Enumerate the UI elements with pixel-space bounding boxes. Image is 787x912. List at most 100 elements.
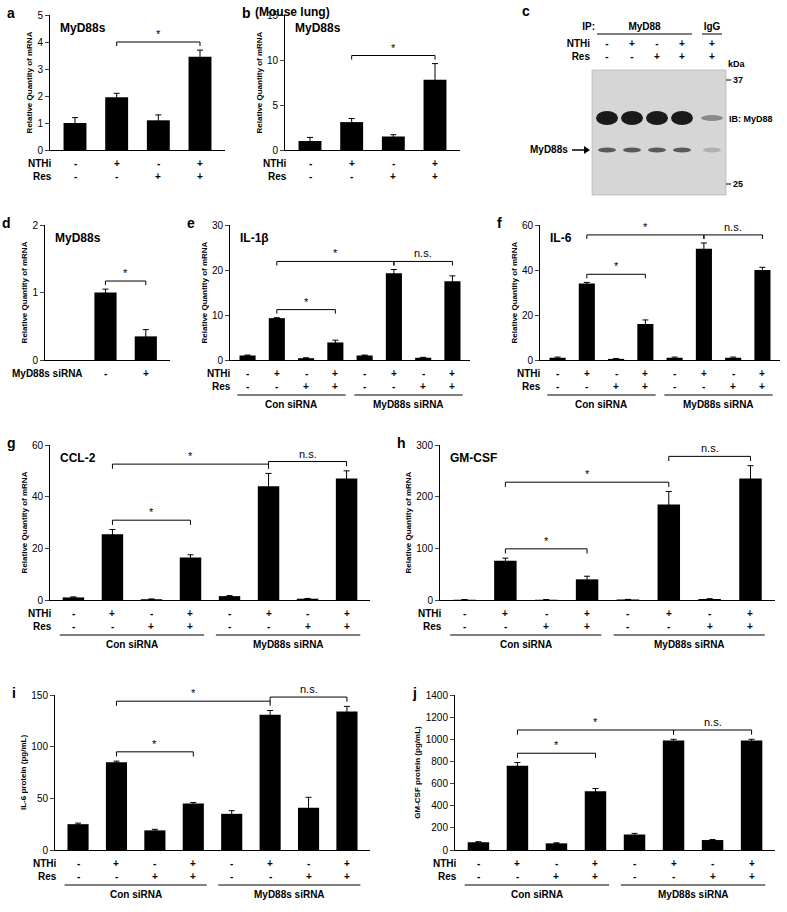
svg-text:+: + (613, 381, 619, 392)
svg-text:Res: Res (212, 381, 231, 392)
svg-text:-: - (246, 381, 249, 392)
svg-text:-: - (246, 368, 249, 379)
svg-text:*: * (554, 739, 559, 751)
svg-text:+: + (629, 38, 635, 49)
svg-text:-: - (673, 381, 676, 392)
svg-text:n.s.: n.s. (299, 448, 317, 460)
svg-text:Res: Res (423, 621, 442, 632)
svg-text:-: - (363, 381, 366, 392)
svg-text:0: 0 (42, 845, 48, 856)
svg-text:NTHi: NTHi (263, 158, 287, 169)
svg-text:MyD88s siRNA: MyD88s siRNA (12, 368, 83, 379)
svg-text:50: 50 (37, 793, 49, 804)
svg-text:-: - (72, 621, 75, 632)
svg-text:2: 2 (37, 91, 43, 102)
svg-text:+: + (584, 621, 590, 632)
svg-text:NTHi: NTHi (28, 158, 52, 169)
svg-text:-: - (115, 871, 118, 882)
svg-text:150: 150 (31, 690, 48, 701)
svg-text:-: - (150, 608, 153, 619)
svg-text:+: + (148, 621, 154, 632)
svg-text:-: - (77, 858, 80, 869)
svg-text:*: * (544, 535, 549, 547)
svg-text:-: - (605, 38, 608, 49)
svg-text:+: + (305, 621, 311, 632)
svg-text:MyD88s siRNA: MyD88s siRNA (683, 399, 754, 410)
svg-text:+: + (592, 858, 598, 869)
svg-text:GM-CSF: GM-CSF (450, 451, 497, 465)
svg-text:b: b (242, 5, 251, 21)
svg-text:+: + (642, 368, 648, 379)
svg-text:IgG: IgG (704, 21, 721, 32)
svg-text:Con siRNA: Con siRNA (106, 639, 158, 650)
svg-text:5: 5 (37, 10, 43, 21)
svg-text:+: + (391, 368, 397, 379)
svg-text:Con siRNA: Con siRNA (511, 889, 563, 900)
svg-text:1000: 1000 (426, 734, 449, 745)
svg-text:400: 400 (431, 800, 448, 811)
svg-text:-: - (307, 858, 310, 869)
svg-text:+: + (420, 381, 426, 392)
svg-text:MyD88s siRNA: MyD88s siRNA (654, 639, 725, 650)
svg-text:-: - (350, 171, 353, 182)
svg-text:-: - (556, 368, 559, 379)
svg-text:NTHi: NTHi (418, 608, 442, 619)
svg-text:-: - (269, 871, 272, 882)
svg-text:MyD88s siRNA: MyD88s siRNA (658, 889, 729, 900)
svg-text:800: 800 (431, 756, 448, 767)
svg-text:Con siRNA: Con siRNA (110, 889, 162, 900)
svg-text:Con siRNA: Con siRNA (265, 399, 317, 410)
svg-text:10: 10 (212, 310, 224, 321)
svg-text:+: + (449, 368, 455, 379)
svg-text:-: - (305, 368, 308, 379)
svg-text:*: * (391, 42, 396, 54)
svg-text:+: + (143, 368, 149, 379)
svg-text:n.s.: n.s. (724, 221, 742, 233)
svg-text:f: f (497, 215, 502, 231)
svg-text:+: + (592, 871, 598, 882)
svg-text:d: d (2, 215, 11, 231)
svg-text:*: * (123, 267, 128, 279)
svg-text:40: 40 (522, 265, 534, 276)
svg-text:+: + (749, 871, 755, 882)
svg-text:*: * (149, 506, 154, 518)
svg-text:+: + (114, 158, 120, 169)
svg-text:600: 600 (431, 778, 448, 789)
svg-text:+: + (642, 381, 648, 392)
svg-text:MyD88s: MyD88s (60, 21, 106, 35)
svg-text:+: + (197, 171, 203, 182)
svg-text:n.s.: n.s. (701, 442, 719, 454)
svg-text:1: 1 (37, 118, 43, 129)
svg-text:-: - (545, 608, 548, 619)
svg-text:1200: 1200 (426, 712, 449, 723)
svg-text:+: + (543, 621, 549, 632)
svg-text:300: 300 (416, 440, 433, 451)
svg-text:+: + (344, 858, 350, 869)
svg-text:-: - (115, 171, 118, 182)
svg-text:*: * (585, 468, 590, 480)
svg-text:1: 1 (32, 287, 38, 298)
svg-text:-: - (626, 608, 629, 619)
svg-text:Res: Res (438, 871, 457, 882)
svg-text:MyD88s siRNA: MyD88s siRNA (254, 889, 325, 900)
svg-text:Con siRNA: Con siRNA (575, 399, 627, 410)
svg-text:+: + (553, 871, 559, 882)
svg-text:-: - (626, 621, 629, 632)
svg-text:5: 5 (272, 100, 278, 111)
svg-text:1400: 1400 (426, 690, 449, 701)
svg-text:kDa: kDa (728, 59, 746, 69)
svg-text:+: + (344, 621, 350, 632)
svg-text:4: 4 (37, 37, 43, 48)
svg-text:100: 100 (416, 543, 433, 554)
svg-text:+: + (274, 368, 280, 379)
svg-text:MyD88s siRNA: MyD88s siRNA (373, 399, 444, 410)
svg-text:j: j (412, 685, 417, 701)
svg-text:-: - (615, 368, 618, 379)
svg-text:+: + (584, 608, 590, 619)
svg-text:IL-1β: IL-1β (240, 231, 269, 245)
svg-text:-: - (673, 368, 676, 379)
svg-text:-: - (153, 858, 156, 869)
svg-text:MyD88s siRNA: MyD88s siRNA (253, 639, 324, 650)
svg-text:-: - (556, 381, 559, 392)
svg-text:n.s.: n.s. (300, 683, 318, 695)
